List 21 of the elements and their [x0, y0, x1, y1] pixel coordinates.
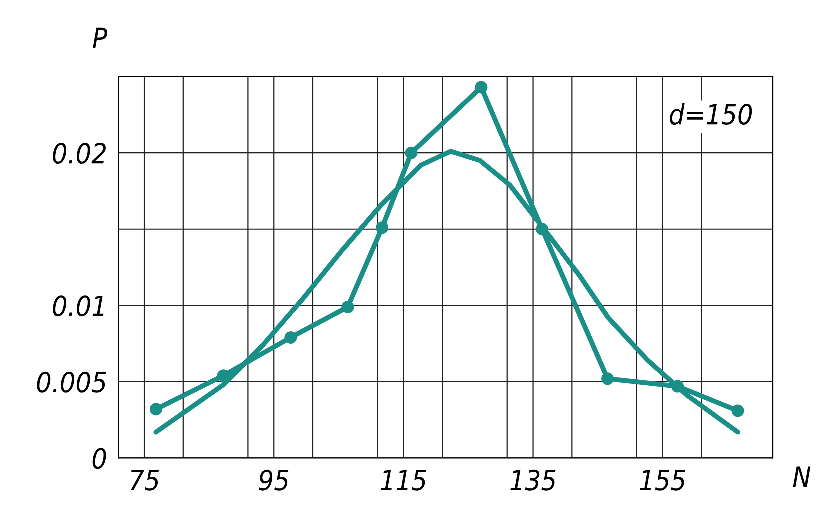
- point: [602, 372, 614, 386]
- point: [405, 146, 418, 160]
- y-tick-label: 0.005: [37, 372, 106, 393]
- point: [342, 300, 354, 314]
- x-tick-label: 115: [381, 470, 426, 491]
- annotation: d=150: [670, 104, 752, 126]
- point: [732, 404, 744, 418]
- point: [150, 403, 162, 416]
- x-tick-label: 155: [640, 470, 686, 491]
- x-tick-label: 75: [130, 470, 160, 491]
- x-axis-title: N: [793, 466, 811, 487]
- y-tick-label: 0: [92, 448, 106, 470]
- point: [475, 81, 488, 94]
- y-tick-label: 0.02: [53, 143, 106, 164]
- point: [284, 331, 298, 344]
- point: [376, 222, 389, 234]
- y-axis-title: P: [93, 28, 108, 48]
- x-tick-label: 135: [510, 470, 556, 491]
- point: [217, 370, 230, 382]
- x-tick-label: 95: [259, 470, 289, 491]
- y-tick-label: 0.01: [53, 296, 104, 317]
